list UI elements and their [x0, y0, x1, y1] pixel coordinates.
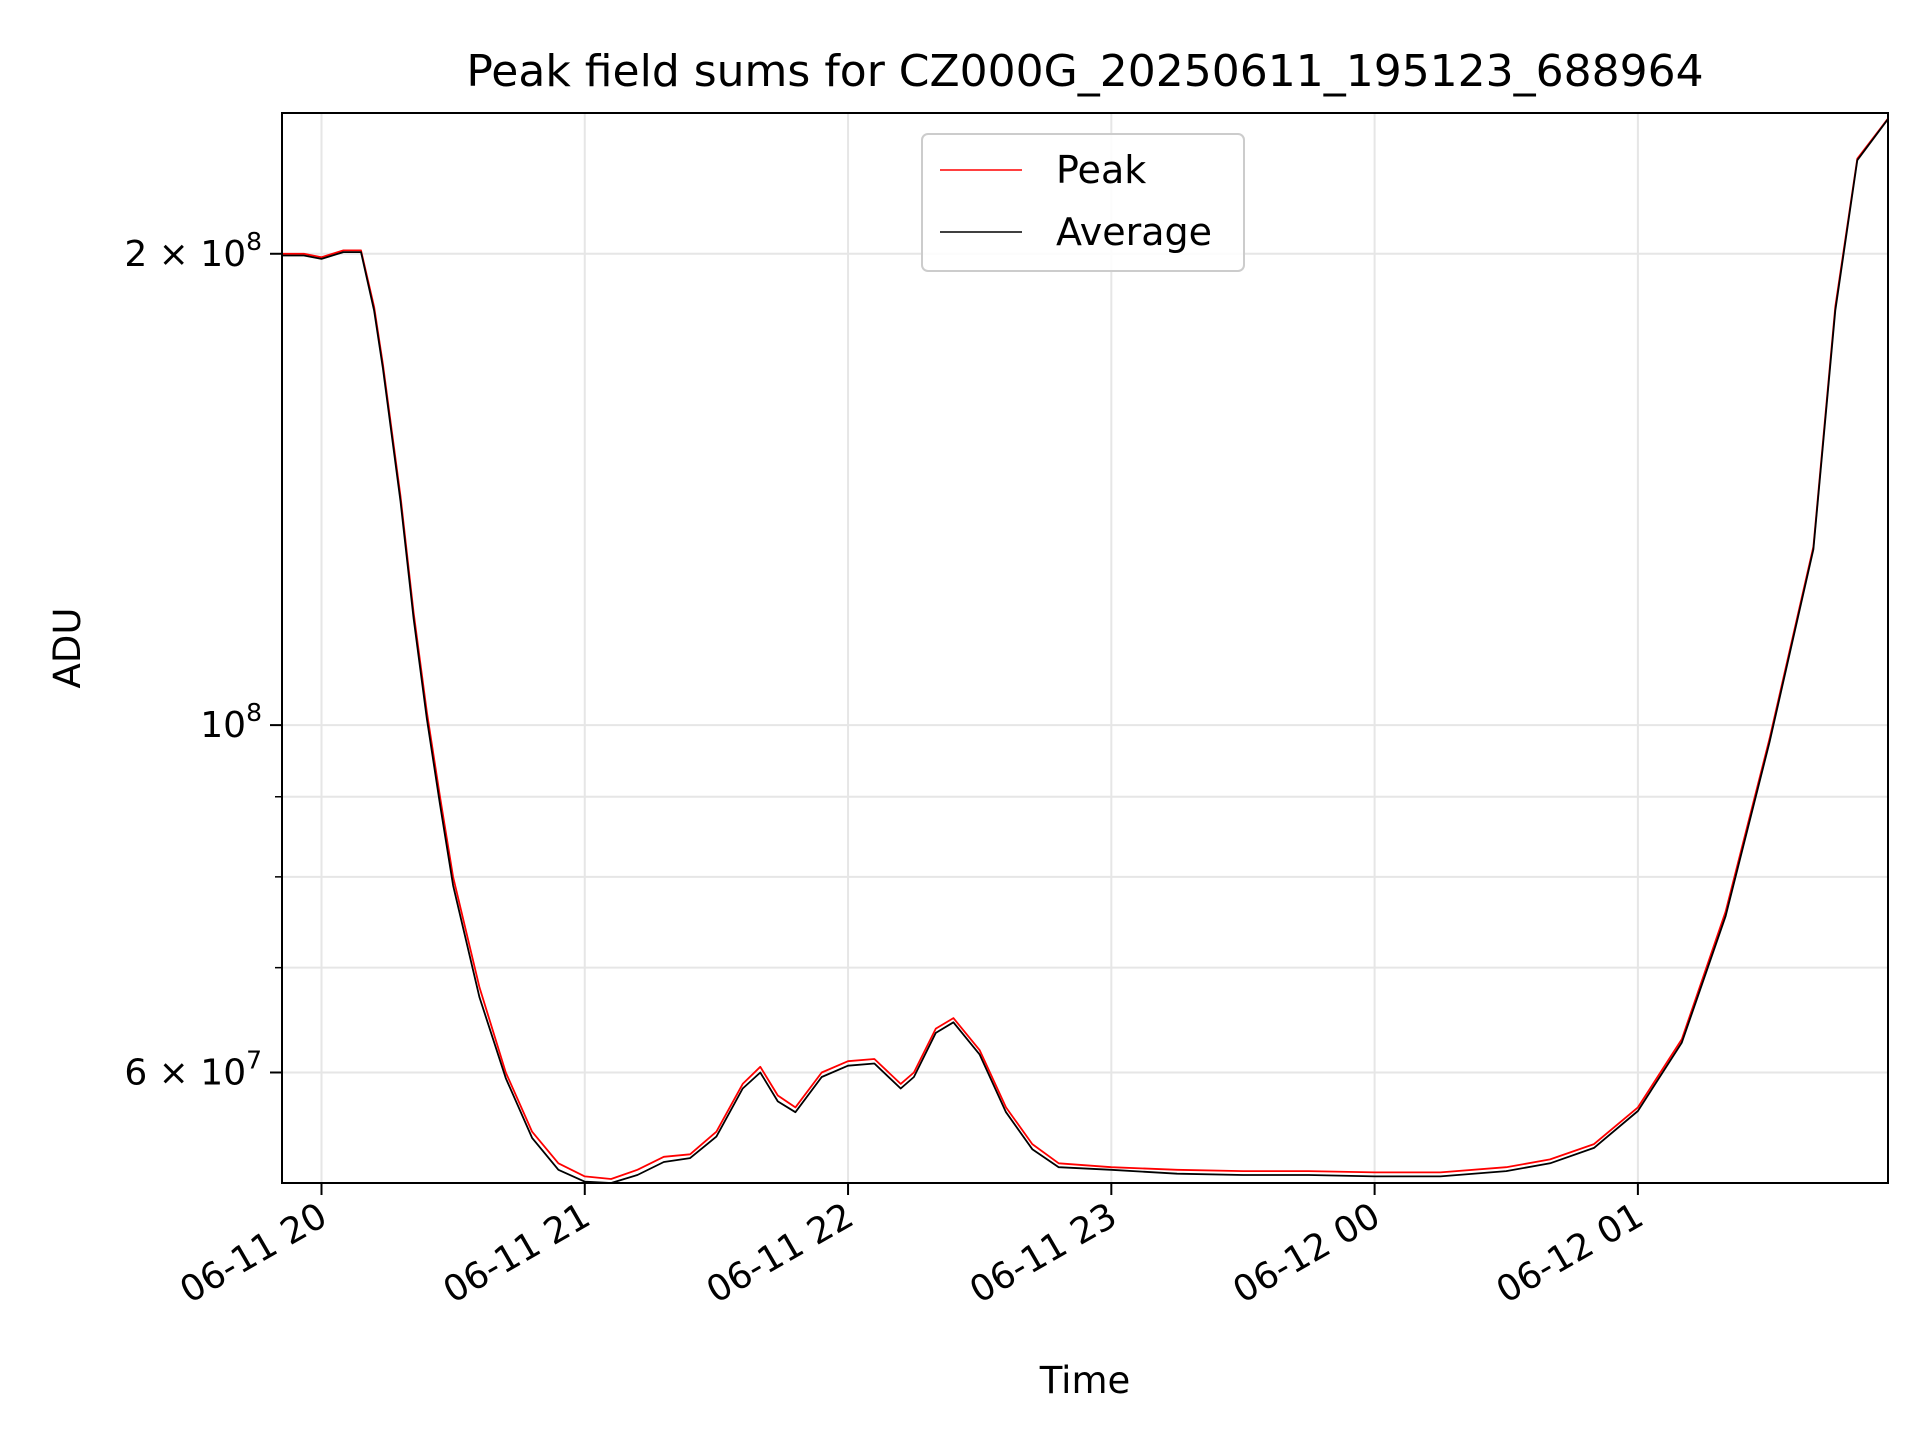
grid — [282, 113, 1888, 1183]
legend-label-average: Average — [1056, 210, 1212, 254]
y-tick-label: 6 × 107 — [124, 1045, 262, 1093]
legend-box — [921, 133, 1245, 272]
chart-title: Peak field sums for CZ000G_20250611_1951… — [466, 46, 1703, 97]
y-axis-label: ADU — [46, 608, 89, 689]
y-tick-label: 2 × 108 — [124, 227, 262, 275]
y-axis: 2 × 108 108 6 × 107 — [124, 227, 282, 1093]
x-axis-label: Time — [1039, 1359, 1131, 1402]
legend: Peak Average — [921, 133, 1245, 272]
plot-frame — [281, 112, 1889, 1184]
legend-label-peak: Peak — [1056, 148, 1146, 192]
series-layer — [282, 118, 1889, 1184]
series-line-average — [282, 118, 1889, 1184]
y-tick-label: 108 — [200, 698, 262, 746]
